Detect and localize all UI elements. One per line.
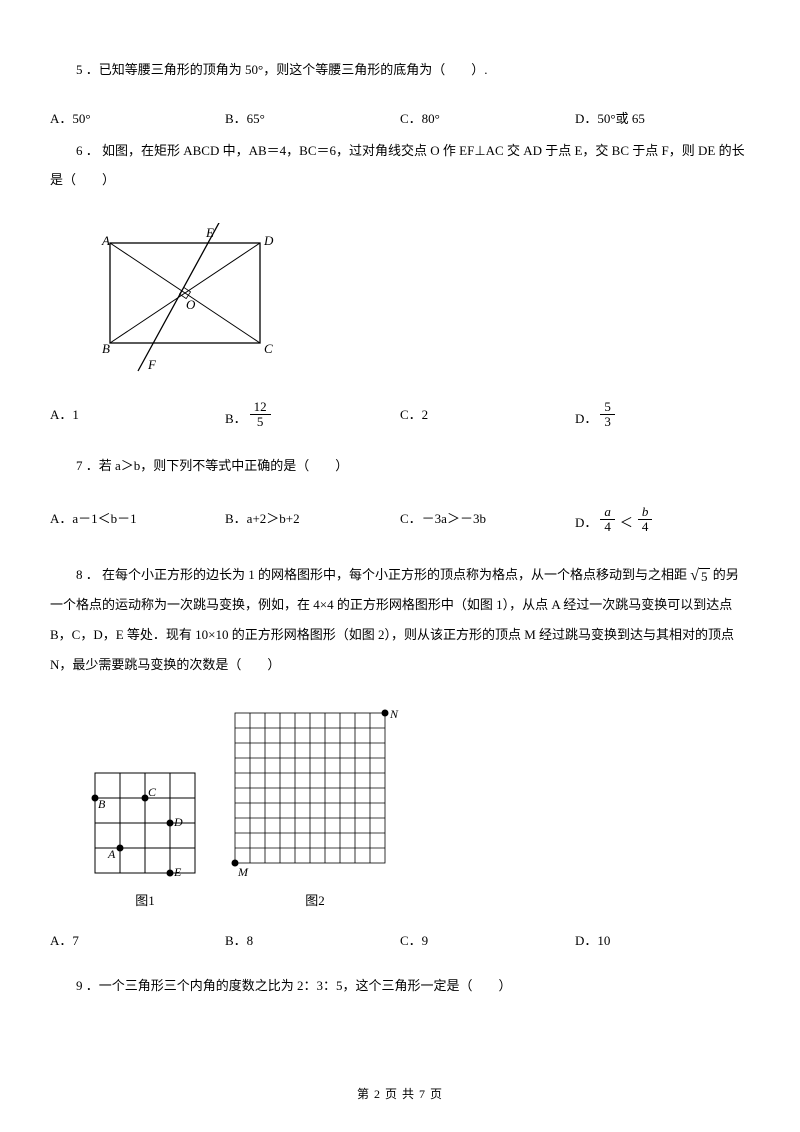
q7-d-lt: ＜	[620, 513, 633, 534]
label-b: B	[102, 341, 110, 356]
grid1-d: D	[173, 815, 183, 829]
grid-4x4-svg: A B C D E	[90, 768, 200, 878]
q5-options: A．50° B．65° C．80° D．50°或 65	[50, 109, 750, 130]
fraction-b-4: b 4	[638, 505, 653, 535]
q7-d-prefix: D．	[575, 513, 597, 534]
q7-d-a: a	[600, 505, 615, 520]
q8-fig-labels: 图1 图2	[90, 891, 750, 912]
page-footer: 第 2 页 共 7 页	[0, 1085, 800, 1104]
fraction-a-4: a 4	[600, 505, 615, 535]
q6-opt-b: B． 12 5	[225, 400, 400, 430]
q8-pre: 8 ． 在每个小正方形的边长为 1 的网格图形中，每个小正方形的顶点称为格点，从…	[50, 560, 687, 590]
radical-sign: √	[690, 568, 699, 584]
q9-text: 9 ．一个三角形三个内角的度数之比为 2：3：5，这个三角形一定是（ ）	[50, 976, 750, 997]
q5-text: 5 ．已知等腰三角形的顶角为 50°，则这个等腰三角形的底角为（ ）.	[50, 60, 750, 81]
q6-opt-c: C．2	[400, 400, 575, 430]
question-8: 8 ． 在每个小正方形的边长为 1 的网格图形中，每个小正方形的顶点称为格点，从…	[50, 560, 750, 680]
q6-d-num: 5	[600, 400, 615, 415]
fraction-12-5: 12 5	[250, 400, 271, 430]
q5-opt-b: B．65°	[225, 109, 400, 130]
radicand-5: 5	[699, 568, 710, 585]
q6-d-den: 3	[600, 415, 615, 429]
q7-d-four1: 4	[600, 520, 615, 534]
q5-opt-a: A．50°	[50, 109, 225, 130]
label-c: C	[264, 341, 273, 356]
grid2-m: M	[237, 865, 249, 878]
grid2-n: N	[389, 708, 399, 721]
label-e: E	[205, 225, 214, 240]
q8-body: 8 ． 在每个小正方形的边长为 1 的网格图形中，每个小正方形的顶点称为格点，从…	[50, 560, 750, 680]
q7-opt-c: C．－3a＞－3b	[400, 505, 575, 535]
q6-b-prefix: B．	[225, 409, 247, 430]
grid-10x10-svg: M N	[230, 708, 400, 878]
label-o: O	[186, 297, 196, 312]
q8-opt-a: A．7	[50, 931, 225, 952]
fig1-label: 图1	[90, 891, 200, 912]
rectangle-diagram-svg: A D B C E F O	[90, 223, 280, 373]
q5-opt-c: C．80°	[400, 109, 575, 130]
q6-opt-a: A．1	[50, 400, 225, 430]
q8-options: A．7 B．8 C．9 D．10	[50, 931, 750, 952]
grid1-a: A	[107, 847, 116, 861]
q6-opt-d: D． 5 3	[575, 400, 750, 430]
q8-opt-b: B．8	[225, 931, 400, 952]
q6-b-den: 5	[253, 415, 268, 429]
q6-b-num: 12	[250, 400, 271, 415]
q7-d-b: b	[638, 505, 653, 520]
label-a: A	[101, 233, 110, 248]
question-6: 6 ． 如图，在矩形 ABCD 中，AB＝4，BC＝6，过对角线交点 O 作 E…	[50, 136, 750, 196]
q7-opt-b: B．a+2＞b+2	[225, 505, 400, 535]
grid-4x4: A B C D E	[90, 768, 200, 885]
grid1-e: E	[173, 865, 182, 878]
grid-10x10: M N	[230, 708, 400, 885]
q8-diagrams: A B C D E M N	[90, 708, 750, 885]
q7-opt-a: A．a－1＜b－1	[50, 505, 225, 535]
fig2-label: 图2	[230, 891, 400, 912]
question-5: 5 ．已知等腰三角形的顶角为 50°，则这个等腰三角形的底角为（ ）.	[50, 60, 750, 81]
q6-text: 6 ． 如图，在矩形 ABCD 中，AB＝4，BC＝6，过对角线交点 O 作 E…	[50, 136, 750, 196]
sqrt-5: √ 5	[690, 568, 709, 585]
fraction-5-3: 5 3	[600, 400, 615, 430]
question-9: 9 ．一个三角形三个内角的度数之比为 2：3：5，这个三角形一定是（ ）	[50, 976, 750, 997]
q6-d-prefix: D．	[575, 409, 597, 430]
q6-diagram: A D B C E F O	[90, 223, 750, 380]
q5-opt-d: D．50°或 65	[575, 109, 750, 130]
q8-opt-d: D．10	[575, 931, 750, 952]
q7-options: A．a－1＜b－1 B．a+2＞b+2 C．－3a＞－3b D． a 4 ＜ b…	[50, 505, 750, 535]
grid1-c: C	[148, 785, 157, 799]
grid1-b: B	[98, 797, 106, 811]
q7-opt-d: D． a 4 ＜ b 4	[575, 505, 750, 535]
q8-opt-c: C．9	[400, 931, 575, 952]
question-7: 7 ．若 a＞b，则下列不等式中正确的是（ ）	[50, 456, 750, 477]
q7-d-four2: 4	[638, 520, 653, 534]
label-f: F	[147, 357, 157, 372]
q7-text: 7 ．若 a＞b，则下列不等式中正确的是（ ）	[50, 456, 750, 477]
label-d: D	[263, 233, 274, 248]
q6-options: A．1 B． 12 5 C．2 D． 5 3	[50, 400, 750, 430]
